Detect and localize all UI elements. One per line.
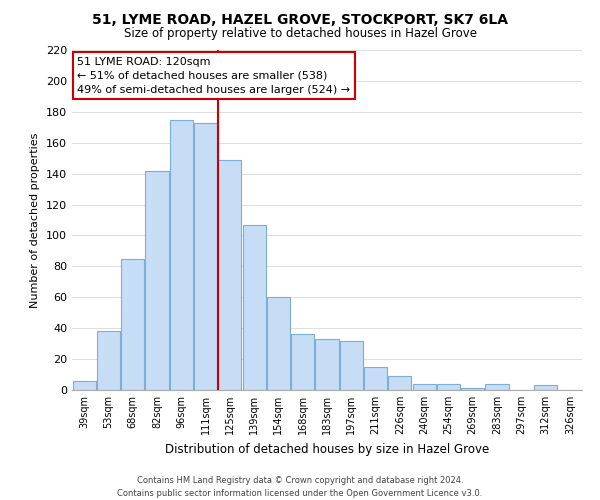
- Bar: [145, 170, 169, 390]
- Bar: [194, 122, 217, 390]
- Bar: [461, 388, 484, 390]
- Bar: [437, 384, 460, 390]
- Bar: [340, 340, 363, 390]
- Bar: [97, 332, 120, 390]
- Bar: [291, 334, 314, 390]
- Text: Size of property relative to detached houses in Hazel Grove: Size of property relative to detached ho…: [124, 28, 476, 40]
- Bar: [364, 367, 387, 390]
- X-axis label: Distribution of detached houses by size in Hazel Grove: Distribution of detached houses by size …: [165, 442, 489, 456]
- Bar: [485, 384, 509, 390]
- Bar: [242, 224, 266, 390]
- Bar: [388, 376, 412, 390]
- Bar: [218, 160, 241, 390]
- Bar: [413, 384, 436, 390]
- Bar: [121, 258, 144, 390]
- Text: 51 LYME ROAD: 120sqm
← 51% of detached houses are smaller (538)
49% of semi-deta: 51 LYME ROAD: 120sqm ← 51% of detached h…: [77, 57, 350, 95]
- Bar: [534, 386, 557, 390]
- Y-axis label: Number of detached properties: Number of detached properties: [31, 132, 40, 308]
- Bar: [73, 380, 95, 390]
- Bar: [170, 120, 193, 390]
- Bar: [267, 298, 290, 390]
- Text: Contains HM Land Registry data © Crown copyright and database right 2024.
Contai: Contains HM Land Registry data © Crown c…: [118, 476, 482, 498]
- Bar: [316, 339, 338, 390]
- Text: 51, LYME ROAD, HAZEL GROVE, STOCKPORT, SK7 6LA: 51, LYME ROAD, HAZEL GROVE, STOCKPORT, S…: [92, 12, 508, 26]
